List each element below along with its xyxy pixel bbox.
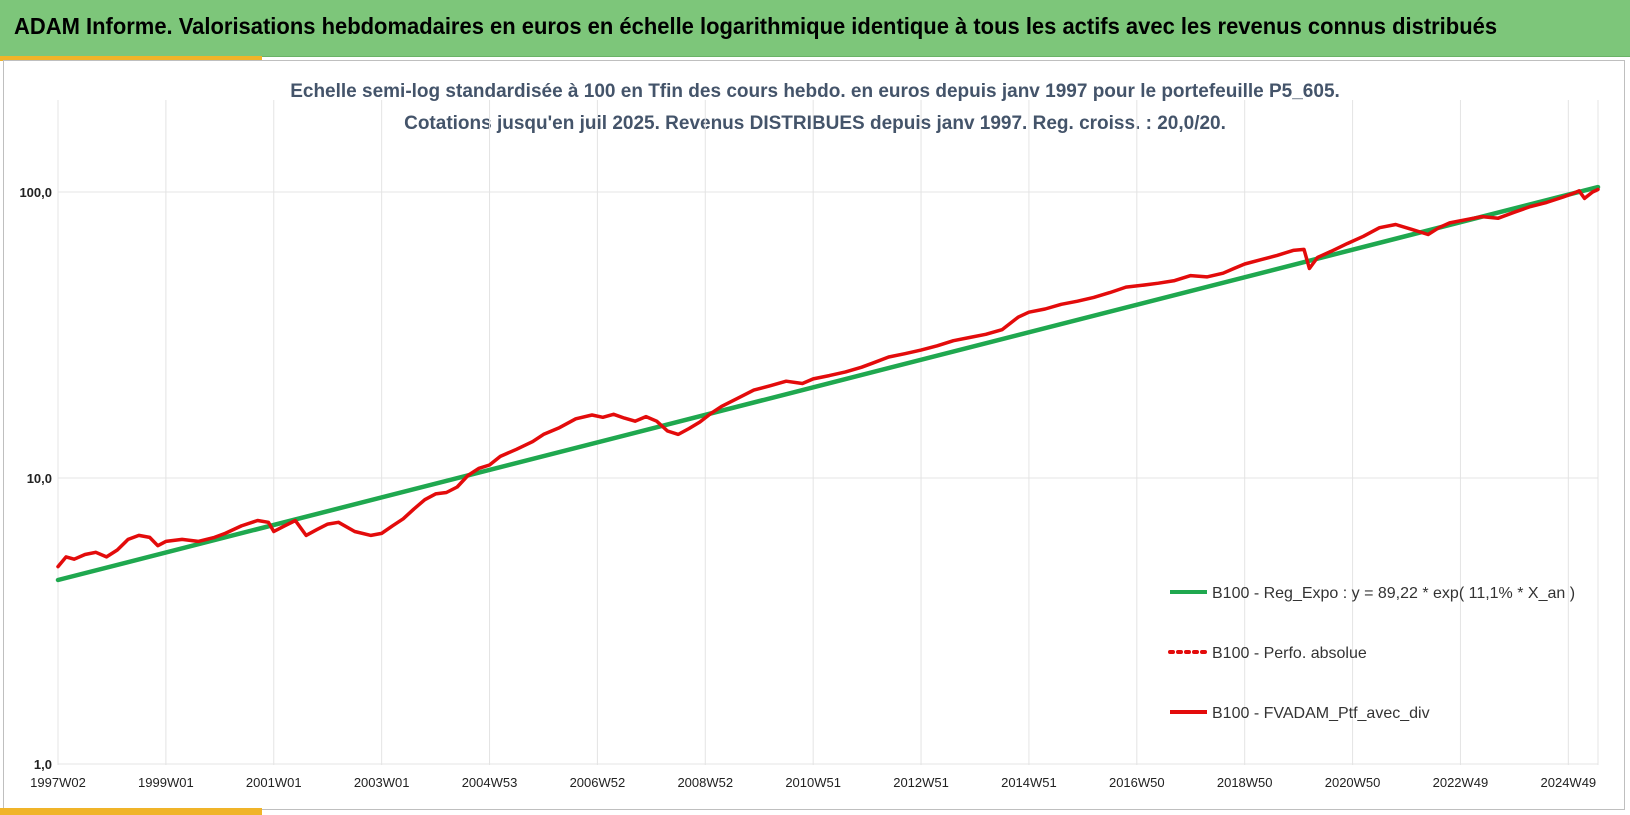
gold-accent-bottom	[0, 808, 262, 815]
chart-frame	[3, 60, 1625, 810]
x-axis-tick-labels: 1997W02 1999W01 2001W01 2003W01 2004W53 2006W…	[30, 775, 1596, 790]
legend-label: B100 - Perfo. absolue	[1212, 645, 1367, 662]
x-tick-label: 2022W49	[1433, 775, 1489, 790]
horizontal-gridlines	[58, 191, 1598, 765]
x-tick-label: 2003W01	[354, 775, 410, 790]
y-tick-label: 1,0	[34, 757, 52, 772]
x-tick-label: 1997W02	[30, 775, 86, 790]
legend-label: B100 - Reg_Expo : y = 89,22 * exp( 11,1%…	[1212, 585, 1575, 602]
x-tick-label: 1999W01	[138, 775, 194, 790]
x-tick-label: 2004W53	[462, 775, 518, 790]
x-tick-label: 2008W52	[677, 775, 733, 790]
x-tick-label: 2020W50	[1325, 775, 1381, 790]
y-axis-tick-labels: 1,0 10,0 100,0	[19, 185, 52, 772]
y-tick-label: 100,0	[19, 185, 52, 200]
x-tick-label: 2010W51	[785, 775, 841, 790]
banner-title: ADAM Informe. Valorisations hebdomadaire…	[14, 13, 1498, 39]
chart-title: Echelle semi-log standardisée à 100 en T…	[0, 76, 1630, 140]
x-tick-label: 2018W50	[1217, 775, 1273, 790]
vertical-gridlines	[57, 100, 1599, 765]
y-tick-label: 10,0	[27, 471, 52, 486]
x-tick-label: 2001W01	[246, 775, 302, 790]
chart-title-line-1: Echelle semi-log standardisée à 100 en T…	[290, 81, 1340, 102]
series-line-regression	[55, 184, 1601, 583]
x-tick-label: 2014W51	[1001, 775, 1057, 790]
legend: B100 - Reg_Expo : y = 89,22 * exp( 11,1%…	[1168, 585, 1575, 722]
x-tick-label: 2012W51	[893, 775, 949, 790]
series-line-portfolio	[56, 187, 1600, 569]
gold-accent-top	[0, 56, 262, 61]
x-tick-label: 2024W49	[1541, 775, 1597, 790]
header-banner: ADAM Informe. Valorisations hebdomadaire…	[0, 0, 1630, 57]
series-layer	[55, 184, 1601, 583]
legend-label: B100 - FVADAM_Ptf_avec_div	[1212, 705, 1430, 722]
x-tick-label: 2006W52	[570, 775, 626, 790]
x-tick-label: 2016W50	[1109, 775, 1165, 790]
chart-title-line-2: Cotations jusqu'en juil 2025. Revenus DI…	[404, 113, 1226, 134]
